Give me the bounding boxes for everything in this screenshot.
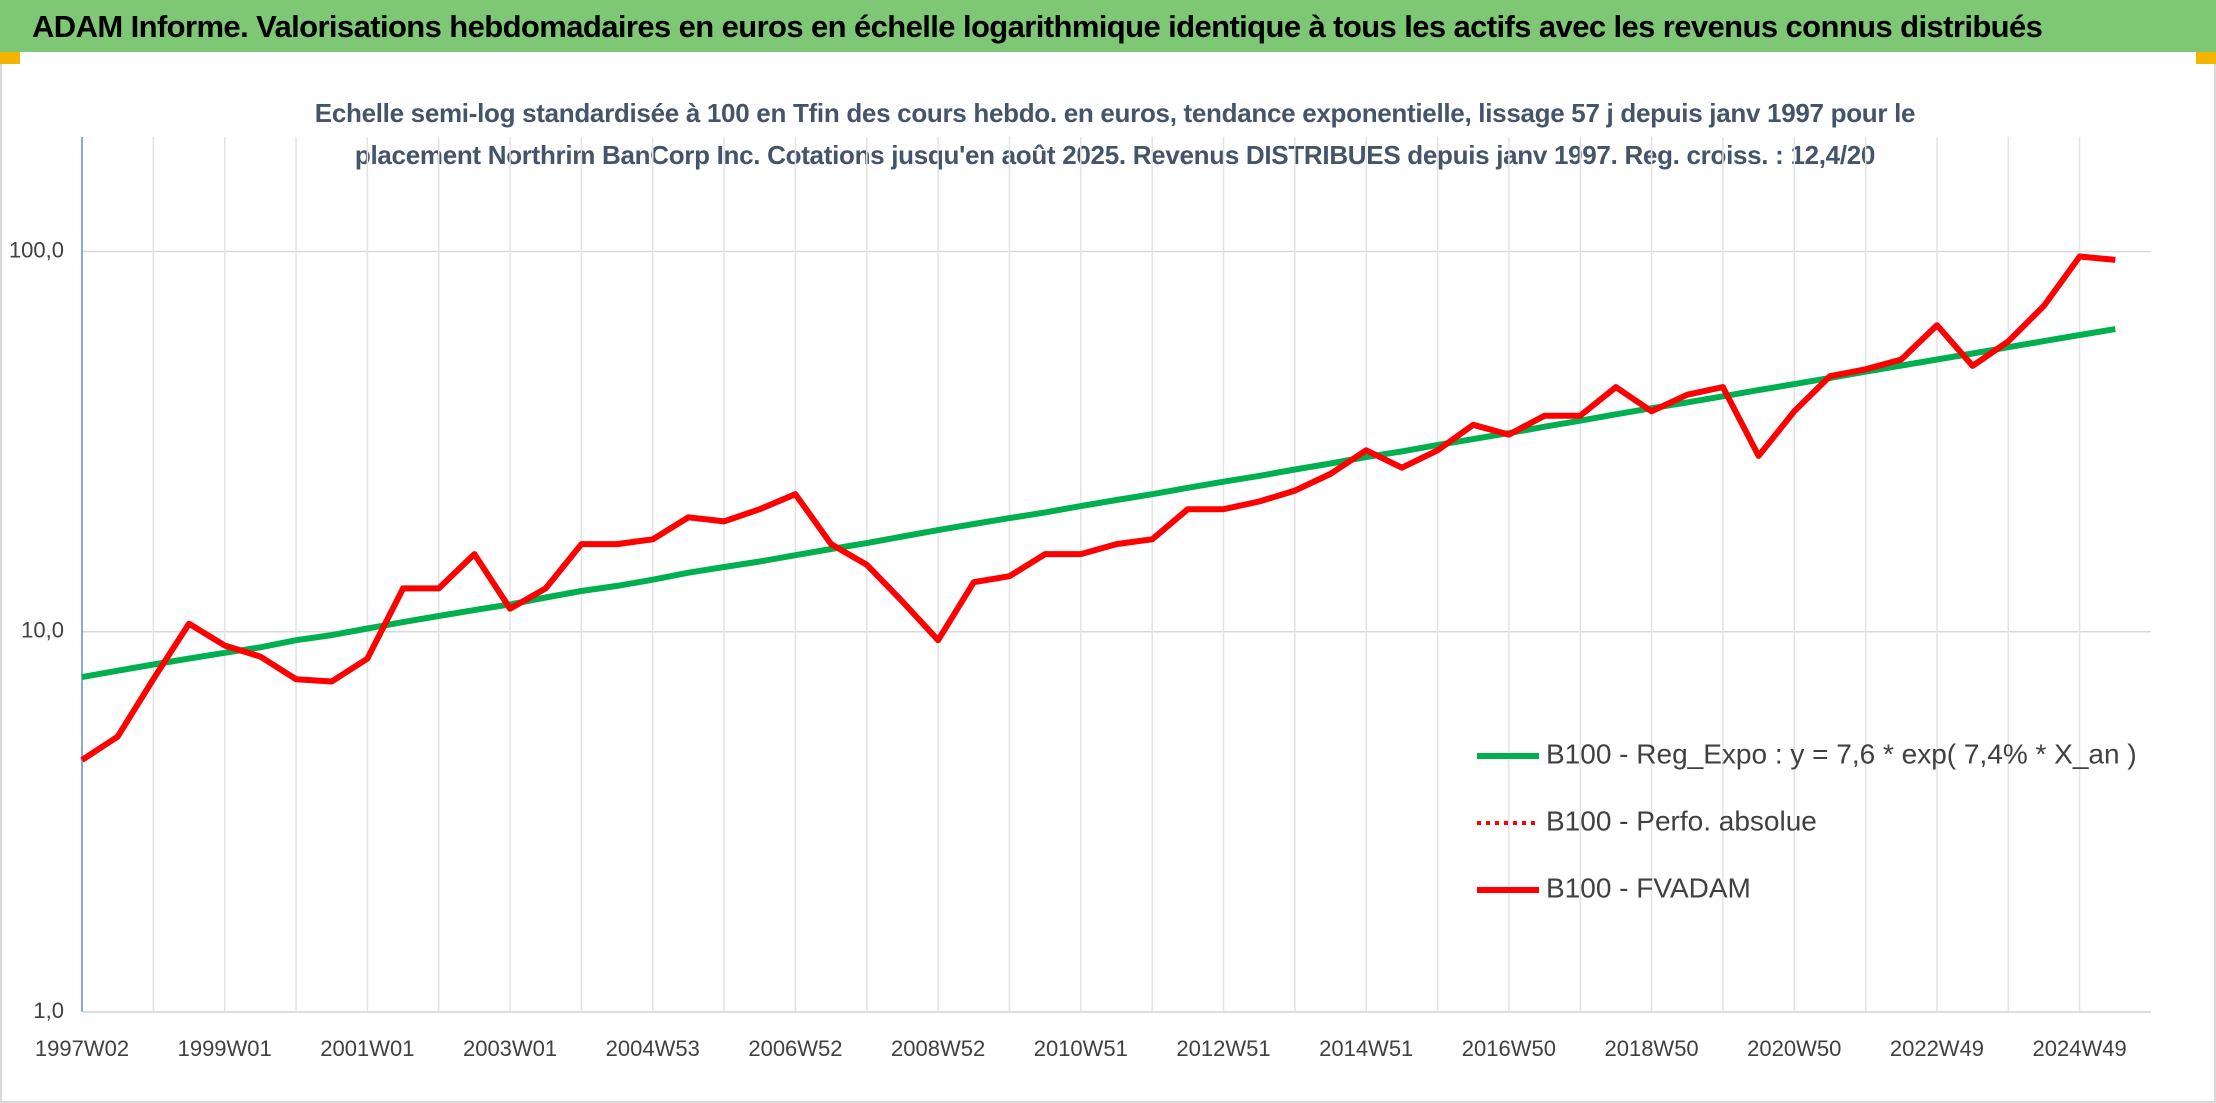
x-tick-label: 2024W49 — [2033, 1036, 2127, 1061]
x-tick-label: 2022W49 — [1890, 1036, 1984, 1061]
y-tick-label: 10,0 — [21, 618, 64, 643]
x-tick-label: 2008W52 — [891, 1036, 985, 1061]
legend-label: B100 - Perfo. absolue — [1546, 805, 1817, 836]
chart-title: ADAM Informe. Valorisations hebdomadaire… — [32, 9, 2043, 44]
y-tick-label: 100,0 — [9, 237, 64, 262]
series-line — [80, 253, 2116, 763]
y-tick-label: 1,0 — [33, 998, 64, 1023]
x-tick-label: 2012W51 — [1176, 1036, 1270, 1061]
legend-label: B100 - FVADAM — [1546, 872, 1751, 903]
x-tick-label: 2010W51 — [1034, 1036, 1128, 1061]
x-tick-label: 1999W01 — [178, 1036, 272, 1061]
x-tick-label: 2004W53 — [606, 1036, 700, 1061]
x-tick-label: 2001W01 — [320, 1036, 414, 1061]
x-tick-label: 2014W51 — [1319, 1036, 1413, 1061]
header — [0, 0, 2216, 52]
chart-subtitle: Echelle semi-log standardisée à 100 en T… — [314, 98, 1916, 170]
corner — [0, 52, 20, 64]
series-line — [81, 326, 2116, 681]
corner — [2196, 52, 2216, 64]
x-tick-label: 2020W50 — [1747, 1036, 1841, 1061]
series-line — [80, 254, 2116, 762]
x-tick-label: 2016W50 — [1462, 1036, 1556, 1061]
x-tick-label: 2018W50 — [1604, 1036, 1698, 1061]
x-tick-label: 1997W02 — [35, 1036, 129, 1061]
legend-label: B100 - Reg_Expo : y = 7,6 * exp( 7,4% * … — [1546, 738, 2137, 769]
x-tick-label: 2003W01 — [463, 1036, 557, 1061]
x-tick-label: 2006W52 — [748, 1036, 842, 1061]
